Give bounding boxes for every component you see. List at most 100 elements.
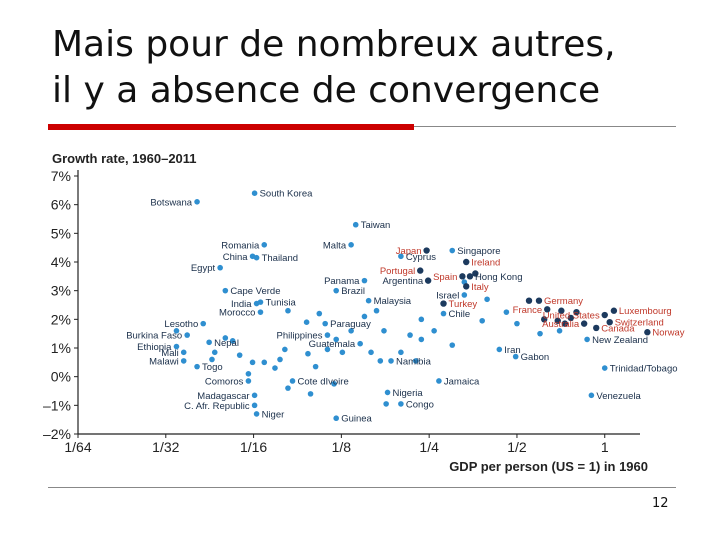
data-point-egypt xyxy=(217,264,223,271)
point-label-taiwan: Taiwan xyxy=(361,220,391,231)
data-point xyxy=(307,391,314,397)
data-point xyxy=(272,365,278,371)
point-label-guinea: Guinea xyxy=(341,414,372,425)
data-point-namibia xyxy=(388,358,394,364)
data-point xyxy=(503,309,510,315)
data-point-burkina-faso xyxy=(184,332,190,338)
point-label-cote-divoire: Cote dIvoire xyxy=(298,376,349,387)
data-point-guinea xyxy=(333,415,339,422)
data-point-norway xyxy=(644,329,651,336)
data-point xyxy=(331,381,337,387)
chart-points xyxy=(173,190,651,422)
point-label-iran: Iran xyxy=(504,345,520,356)
point-label-malaysia: Malaysia xyxy=(374,296,412,307)
point-label-guatemala: Guatemala xyxy=(309,339,356,350)
data-point-malaysia xyxy=(365,297,372,304)
data-point xyxy=(368,349,374,356)
data-point xyxy=(556,328,563,334)
y-tick-label: 3% xyxy=(51,283,71,299)
data-point-luxembourg xyxy=(610,307,618,314)
data-point-malta xyxy=(348,242,354,248)
data-point-jamaica xyxy=(436,378,442,384)
data-point-trinidad-tobago xyxy=(601,365,608,371)
point-label-egypt: Egypt xyxy=(191,263,216,274)
point-label-switzerland: Switzerland xyxy=(615,318,664,329)
data-point xyxy=(413,358,419,364)
data-point xyxy=(245,371,252,377)
data-point xyxy=(418,336,425,343)
title-underline-rule xyxy=(414,126,676,127)
point-label-comoros: Comoros xyxy=(205,376,244,387)
data-point-c-afr-republic xyxy=(251,402,258,409)
data-point xyxy=(472,270,479,277)
point-label-nepal: Nepal xyxy=(214,338,239,349)
data-point xyxy=(316,310,323,317)
slide-title: Mais pour de nombreux autres, il y a abs… xyxy=(52,22,616,114)
data-point-nigeria xyxy=(384,389,391,396)
data-point-cyprus xyxy=(398,253,404,260)
point-label-tunisia: Tunisia xyxy=(265,298,296,309)
data-point-germany xyxy=(535,297,543,304)
data-point-switzerland xyxy=(606,319,613,326)
data-point xyxy=(277,356,283,363)
data-point-turkey xyxy=(440,300,447,307)
x-tick-label: 1/16 xyxy=(240,439,267,455)
point-label-venezuela: Venezuela xyxy=(596,391,641,402)
point-label-germany: Germany xyxy=(544,296,583,307)
point-label-china: China xyxy=(223,252,249,263)
point-label-jamaica: Jamaica xyxy=(444,376,480,387)
y-tick-label: –1% xyxy=(43,397,71,413)
data-point-thailand xyxy=(253,254,260,261)
chart-axes: 7% 6% 5% 4% 3% 2% 1% 0% –1% –2%1/64 1/32 1/16 1/8 1/4… xyxy=(43,168,640,455)
data-point-gabon xyxy=(512,353,519,360)
point-label-malta: Malta xyxy=(323,240,347,251)
data-point xyxy=(537,330,543,337)
y-tick-label: 2% xyxy=(51,311,71,327)
point-label-argentina: Argentina xyxy=(382,276,423,287)
point-label-philippines: Philippines xyxy=(277,331,323,342)
slide-title-line-1: Mais pour de nombreux autres, xyxy=(52,24,616,65)
data-point-botswana xyxy=(194,199,200,205)
data-point-congo xyxy=(398,401,404,407)
point-label-namibia: Namibia xyxy=(396,356,432,367)
data-point-canada xyxy=(593,324,600,332)
x-tick-label: 1 xyxy=(601,439,609,455)
data-point xyxy=(449,342,456,348)
chart-title: Growth rate, 1960–2011 xyxy=(52,151,197,166)
x-tick-label: 1/32 xyxy=(152,439,179,455)
data-point xyxy=(479,317,485,324)
data-point xyxy=(418,316,425,323)
point-label-thailand: Thailand xyxy=(262,253,298,264)
point-label-hong-kong: Hong Kong xyxy=(475,272,523,283)
y-tick-label: 1% xyxy=(51,340,71,356)
data-point-philippines xyxy=(324,332,331,338)
data-point xyxy=(398,349,404,356)
data-point-ireland xyxy=(463,258,470,266)
data-point-nepal xyxy=(206,339,212,346)
point-label-botswana: Botswana xyxy=(150,197,192,208)
x-tick-label: 1/4 xyxy=(419,439,439,455)
data-point xyxy=(525,297,533,304)
point-label-japan: Japan xyxy=(396,246,422,257)
data-point-new-zealand xyxy=(584,336,590,343)
point-label-panama: Panama xyxy=(324,276,360,287)
y-tick-label: 4% xyxy=(51,254,71,270)
point-label-mali: Mali xyxy=(161,348,178,359)
point-label-burkina-faso: Burkina Faso xyxy=(126,331,182,342)
y-tick-label: 7% xyxy=(51,168,71,184)
footer-rule xyxy=(48,487,676,488)
data-point xyxy=(236,352,243,358)
data-point xyxy=(282,346,288,353)
data-point-paraguay xyxy=(322,320,328,327)
data-point-tunisia xyxy=(257,299,264,305)
point-label-israel: Israel xyxy=(436,290,459,301)
data-point xyxy=(229,338,236,344)
chart-x-axis-label: GDP per person (US = 1) in 1960 xyxy=(449,459,648,474)
point-label-turkey: Turkey xyxy=(449,299,478,310)
data-point xyxy=(484,296,490,303)
data-point xyxy=(222,335,229,341)
data-point xyxy=(261,359,268,366)
point-label-luxembourg: Luxembourg xyxy=(619,306,672,317)
point-label-ethiopia: Ethiopia xyxy=(137,342,172,353)
